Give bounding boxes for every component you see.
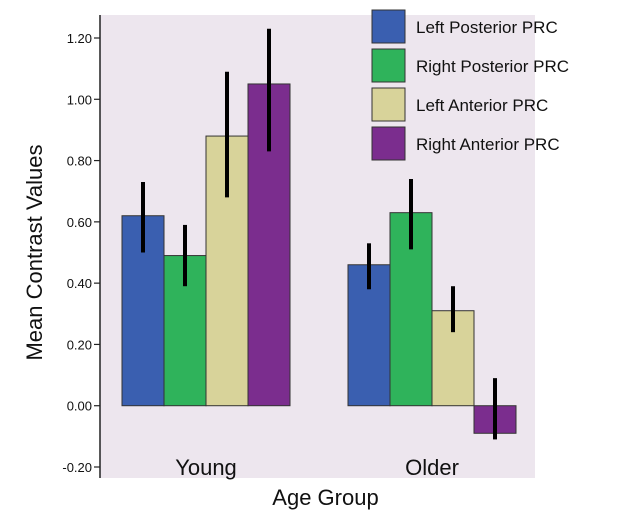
bar-older-left-posterior-prc (347, 264, 391, 407)
legend-label: Left Posterior PRC (416, 18, 558, 37)
y-axis: -0.20 0.00 0.20 0.40 0.60 0.80 1.00 1.20 (62, 15, 101, 478)
y-tick-label: 0.40 (67, 276, 92, 291)
y-tick-label: 0.00 (67, 399, 92, 414)
error-bars-group (141, 28, 497, 440)
legend-swatch (371, 87, 406, 122)
category-labels: Young Older (175, 455, 459, 480)
y-tick-label: 1.20 (67, 31, 92, 46)
legend-label: Right Posterior PRC (416, 57, 569, 76)
plot-background (100, 15, 535, 478)
legend-swatch (371, 126, 406, 161)
legend-label: Right Anterior PRC (416, 135, 560, 154)
y-tick-label: -0.20 (62, 460, 92, 475)
legend-label: Left Anterior PRC (416, 96, 548, 115)
y-tick-label: 0.80 (67, 154, 92, 169)
y-axis-title: Mean Contrast Values (22, 144, 47, 360)
y-tick-label: 0.60 (67, 215, 92, 230)
x-axis-title: Age Group (272, 485, 378, 510)
legend-swatch (371, 9, 406, 44)
legend-swatch (371, 48, 406, 83)
y-tick-label: 0.20 (67, 337, 92, 352)
y-tick-label: 1.00 (67, 92, 92, 107)
category-label-young: Young (175, 455, 237, 480)
category-label-older: Older (405, 455, 459, 480)
legend: Left Posterior PRC Right Posterior PRC Lef… (371, 9, 569, 161)
